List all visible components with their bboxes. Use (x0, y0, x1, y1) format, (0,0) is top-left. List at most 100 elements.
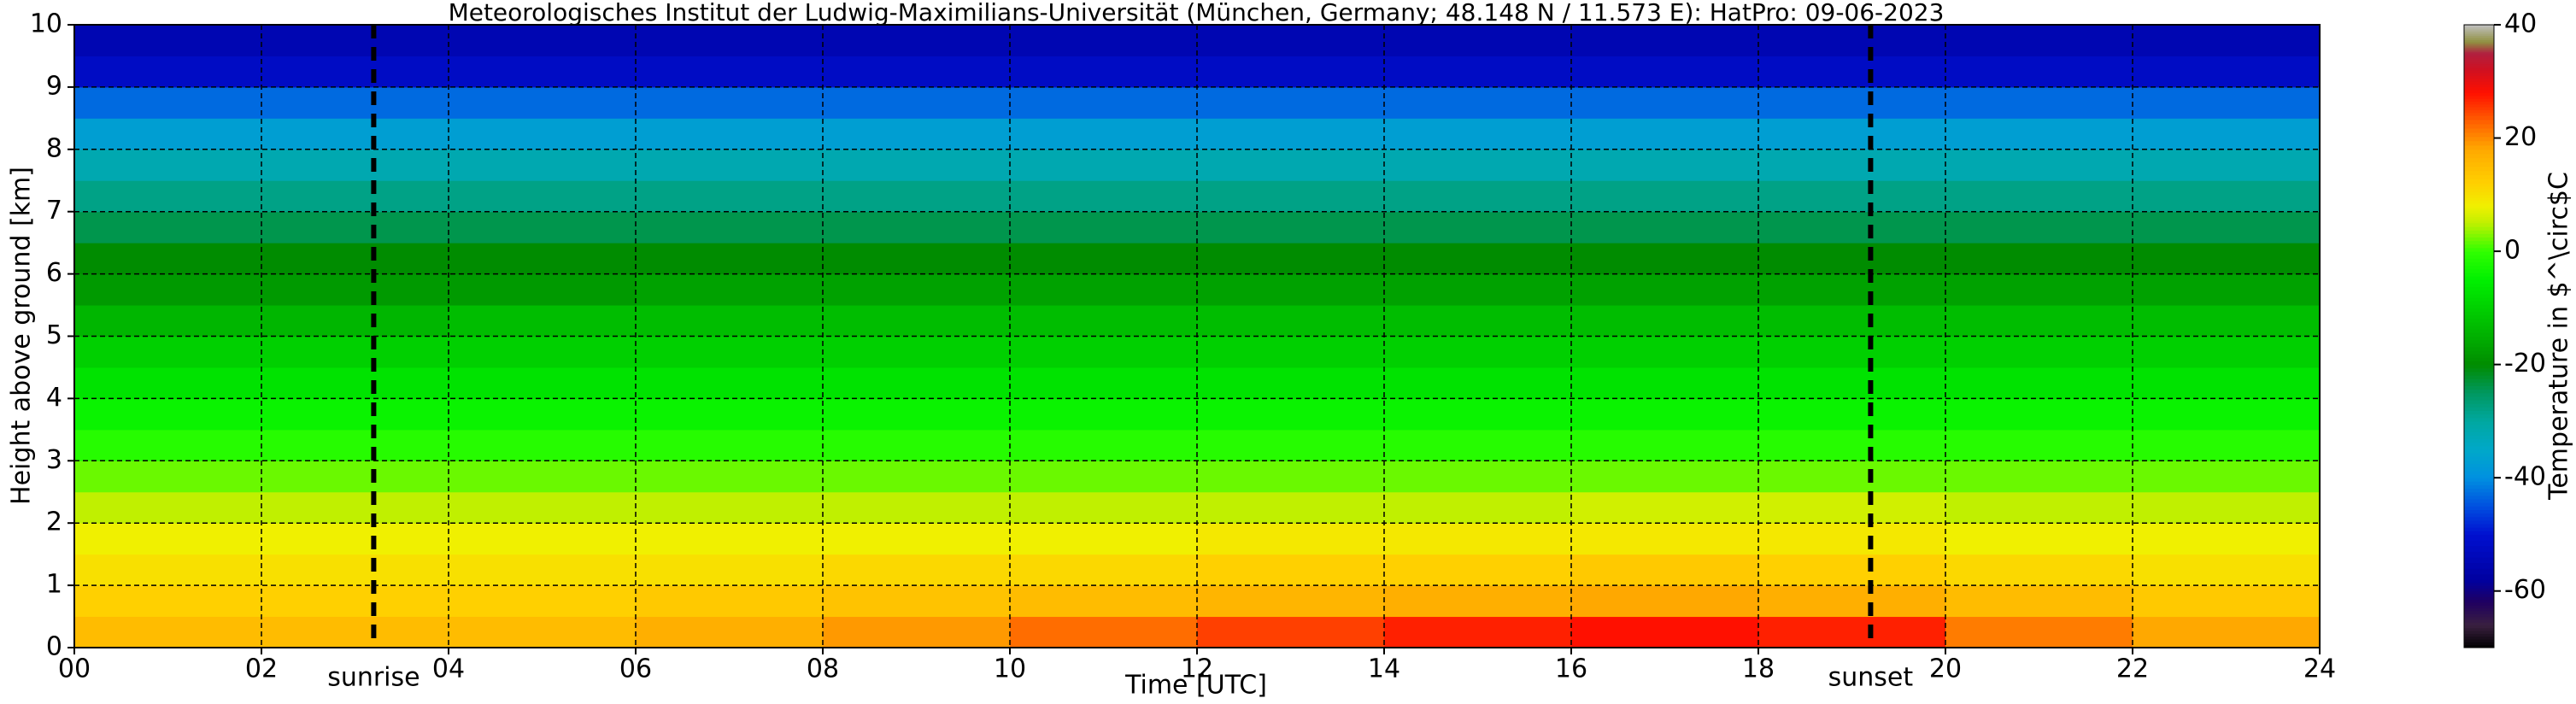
colorbar-segment (2464, 336, 2494, 341)
heat-cell (1758, 149, 1946, 181)
colorbar-segment (2464, 39, 2494, 43)
colorbar-segment (2464, 120, 2494, 125)
colorbar-segment (2464, 420, 2494, 425)
colorbar-segment (2464, 73, 2494, 77)
colorbar-segment (2464, 90, 2494, 94)
y-tick-label: 5 (46, 320, 62, 350)
heat-cell (1571, 398, 1759, 431)
heat-cell (2133, 336, 2321, 368)
colorbar-segment (2464, 607, 2494, 612)
colorbar-segment (2464, 403, 2494, 408)
colorbar-segment (2464, 431, 2494, 436)
colorbar-segment (2464, 220, 2494, 224)
colorbar-segment (2464, 556, 2494, 564)
heat-cell (1758, 305, 1946, 337)
heat-cell (2133, 554, 2321, 586)
heat-cell (1010, 523, 1198, 555)
colorbar-segment (2464, 92, 2494, 97)
heat-cell (823, 118, 1011, 150)
heat-cell (1197, 461, 1385, 493)
heat-cell (261, 367, 449, 399)
x-tick-label: 18 (1742, 654, 1775, 684)
colorbar-segment (2464, 321, 2494, 326)
colorbar-segment (2464, 519, 2494, 525)
colorbar-segment (2464, 214, 2494, 217)
colorbar-segment (2464, 605, 2494, 609)
colorbar-segment (2464, 112, 2494, 116)
heat-cell (1571, 86, 1759, 119)
heat-cell (74, 336, 262, 368)
heat-cell (1010, 554, 1198, 586)
heat-cell (1384, 398, 1572, 431)
colorbar-segment (2464, 283, 2494, 288)
heat-cell (823, 305, 1011, 337)
colorbar-tick-label: 20 (2504, 122, 2537, 152)
colorbar-segment (2464, 206, 2494, 209)
x-tick-label: 00 (58, 654, 91, 684)
heat-cell (74, 523, 262, 555)
colorbar-segment (2464, 258, 2494, 263)
heat-cell (1010, 616, 1198, 648)
x-tick-label: 08 (807, 654, 839, 684)
heat-cell (1384, 211, 1572, 243)
x-tick-label: 22 (2116, 654, 2149, 684)
heat-cell (636, 25, 824, 56)
colorbar-segment (2464, 639, 2494, 642)
heat-cell (1197, 429, 1385, 461)
heat-cell (636, 616, 824, 648)
colorbar-segment (2464, 502, 2494, 507)
colorbar-segment (2464, 509, 2494, 514)
heat-cell (261, 273, 449, 306)
colorbar-segment (2464, 619, 2494, 623)
colorbar-segment (2464, 67, 2494, 71)
heat-cell (449, 180, 637, 213)
heat-cell (74, 149, 262, 181)
colorbar-segment (2464, 57, 2494, 61)
heat-cell (1384, 616, 1572, 648)
x-tick-label: 10 (994, 654, 1026, 684)
heat-cell (2133, 523, 2321, 555)
colorbar-segment (2464, 166, 2494, 172)
heat-cell (1197, 616, 1385, 648)
colorbar-segment (2464, 247, 2494, 252)
colorbar-segment (2464, 590, 2494, 595)
heat-cell (261, 523, 449, 555)
colorbar-segment (2464, 233, 2494, 238)
heat-cell (2133, 56, 2321, 88)
heat-cell (823, 491, 1011, 524)
colorbar-segment (2464, 304, 2494, 308)
colorbar-segment (2464, 562, 2494, 569)
colorbar-segment (2464, 174, 2494, 180)
heat-cell (1384, 305, 1572, 337)
heat-cell (1010, 273, 1198, 306)
y-tick-label: 0 (46, 632, 62, 662)
heat-cell (1571, 336, 1759, 368)
colorbar-segment (2464, 545, 2494, 552)
colorbar-segment (2464, 524, 2494, 528)
colorbar-segment (2464, 585, 2494, 589)
heat-cell (636, 273, 824, 306)
heat-cell (261, 305, 449, 337)
heat-cell (74, 461, 262, 493)
heat-cell (1945, 25, 2133, 56)
heat-cell (449, 118, 637, 150)
heat-cell (636, 491, 824, 524)
colorbar-segment (2464, 98, 2494, 102)
colorbar-segment (2464, 414, 2494, 419)
heat-cell (1197, 180, 1385, 213)
colorbar-segment (2464, 32, 2494, 36)
heat-cell (1945, 211, 2133, 243)
colorbar-segment (2464, 435, 2494, 440)
colorbar-segment (2464, 70, 2494, 73)
colorbar-segment (2464, 37, 2494, 40)
heat-cell (1384, 273, 1572, 306)
colorbar-segment (2464, 218, 2494, 221)
heat-cell (1945, 523, 2133, 555)
heat-cell (1571, 554, 1759, 586)
colorbar-segment (2464, 516, 2494, 521)
heat-cell (74, 243, 262, 275)
colorbar-segment (2464, 382, 2494, 386)
heat-cell (823, 273, 1011, 306)
heat-cell (1384, 585, 1572, 618)
colorbar-segment (2464, 318, 2494, 323)
